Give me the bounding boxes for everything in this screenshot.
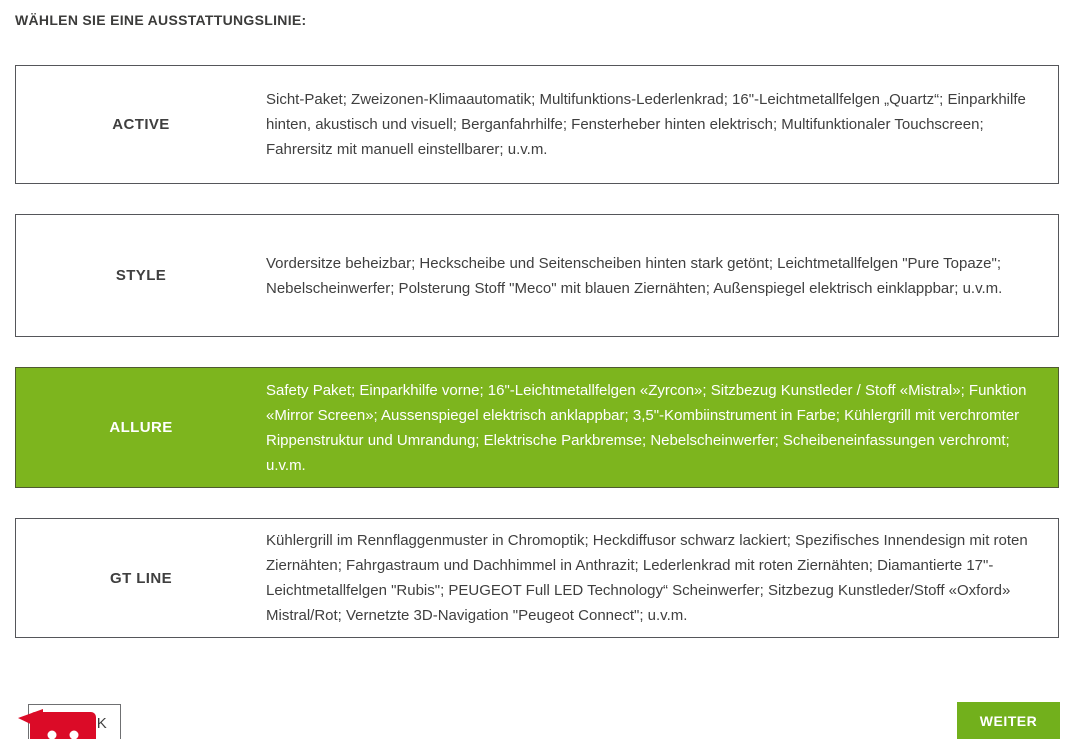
trim-description-gt-line: Kühlergrill im Rennflaggenmuster in Chro… xyxy=(266,532,1028,624)
trim-label-allure: ALLURE xyxy=(109,419,173,436)
trim-card-active[interactable]: ACTIVE Sicht-Paket; Zweizonen-Klimaautom… xyxy=(15,65,1059,184)
trim-description-active: Sicht-Paket; Zweizonen-Klimaautomatik; M… xyxy=(266,91,1026,158)
next-button[interactable]: WEITER xyxy=(957,702,1060,739)
trim-card-allure[interactable]: ALLURE Safety Paket; Einparkhilfe vorne;… xyxy=(15,367,1059,488)
trim-label-active: ACTIVE xyxy=(112,116,170,133)
trim-card-style[interactable]: STYLE Vordersitze beheizbar; Heckscheibe… xyxy=(15,214,1059,337)
trim-label-style: STYLE xyxy=(115,267,167,284)
trim-card-gt-line[interactable]: GT LINE Kühlergrill im Rennflaggenmuster… xyxy=(15,518,1059,638)
trim-description-style: Vordersitze beheizbar; Heckscheibe und S… xyxy=(266,254,1003,297)
trim-card-list: ACTIVE Sicht-Paket; Zweizonen-Klimaautom… xyxy=(15,65,1059,638)
trim-selection-page: WÄHLEN SIE EINE AUSSTATTUNGSLINIE: ACTIV… xyxy=(0,12,1080,739)
trim-description-allure: Safety Paket; Einparkhilfe vorne; 16"-Le… xyxy=(266,381,1027,474)
feedback-widget-button[interactable] xyxy=(18,708,98,739)
page-title: WÄHLEN SIE EINE AUSSTATTUNGSLINIE: xyxy=(15,12,307,28)
smiley-speech-bubble-icon xyxy=(18,709,96,739)
trim-label-gt-line: GT LINE xyxy=(110,569,172,587)
